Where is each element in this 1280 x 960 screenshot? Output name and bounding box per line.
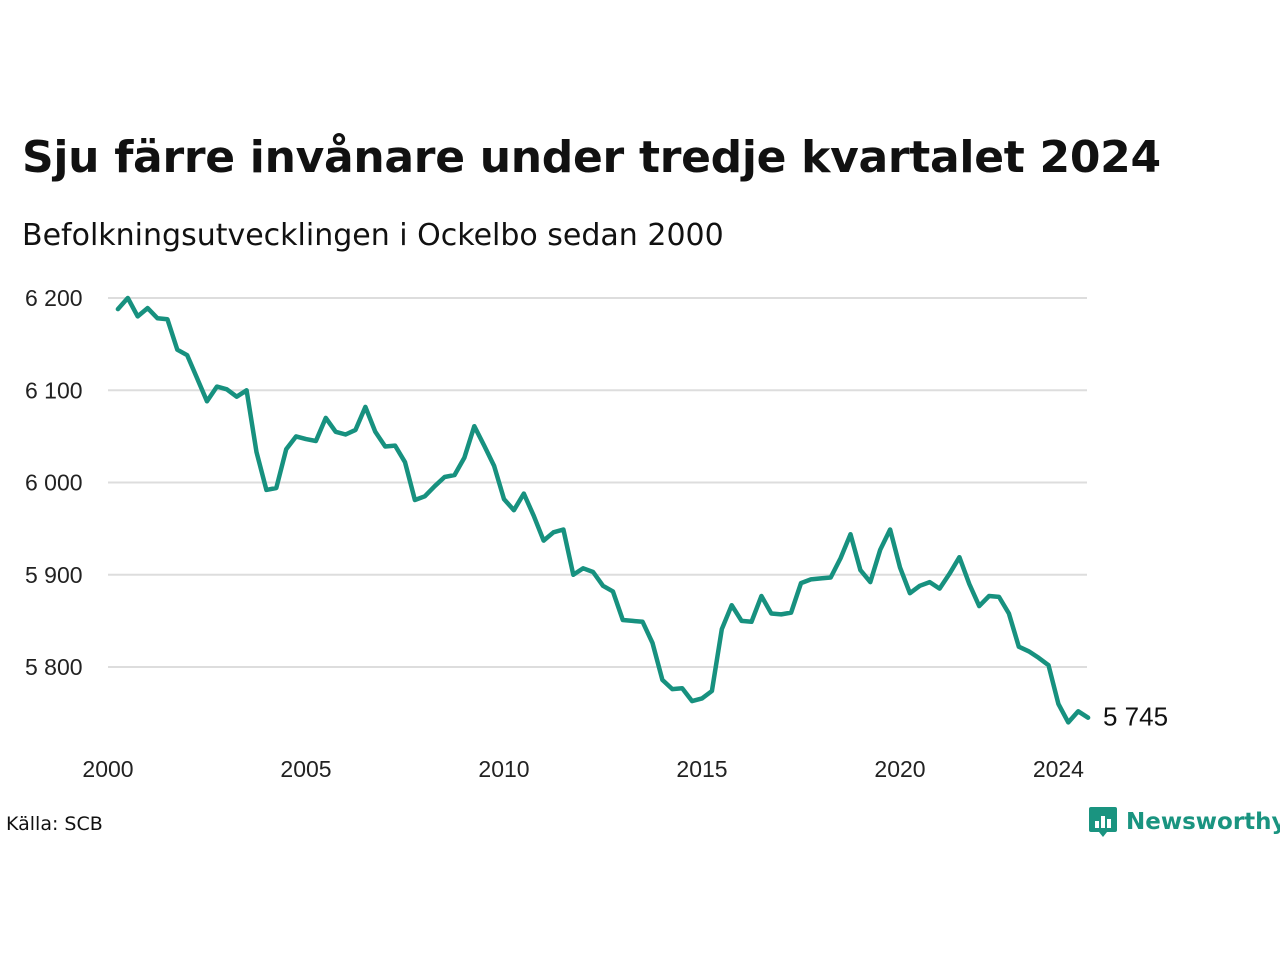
gridlines	[108, 297, 1087, 668]
series-group	[115, 295, 1091, 725]
y-tick-label: 6 000	[25, 470, 83, 496]
x-tick-label: 2015	[676, 756, 727, 782]
y-tick-label: 5 900	[25, 562, 83, 588]
brand-logo: Newsworthy	[1088, 805, 1280, 839]
x-axis-ticks: 2000 2005 2010 2015 2020 2024	[82, 756, 1084, 782]
x-tick-label: 2024	[1033, 756, 1084, 782]
y-tick-label: 6 200	[25, 285, 83, 311]
chart-title: Sju färre invånare under tredje kvartale…	[22, 132, 1161, 183]
end-value-label: 5 745	[1103, 702, 1168, 732]
newsworthy-logo-icon	[1089, 807, 1117, 837]
x-tick-label: 2010	[478, 756, 529, 782]
y-tick-label: 6 100	[25, 377, 83, 403]
y-axis-ticks: 5 800 5 900 6 000 6 100 6 200	[25, 285, 83, 680]
y-tick-label: 5 800	[25, 654, 83, 680]
chart-subtitle: Befolkningsutvecklingen i Ockelbo sedan …	[22, 218, 724, 253]
end-label-group: 5 745	[1103, 702, 1168, 732]
x-tick-label: 2005	[280, 756, 331, 782]
source-note: Källa: SCB	[6, 813, 103, 835]
series-line	[115, 295, 1091, 725]
x-tick-label: 2020	[874, 756, 925, 782]
brand-name: Newsworthy	[1126, 809, 1280, 835]
x-tick-label: 2000	[82, 756, 133, 782]
